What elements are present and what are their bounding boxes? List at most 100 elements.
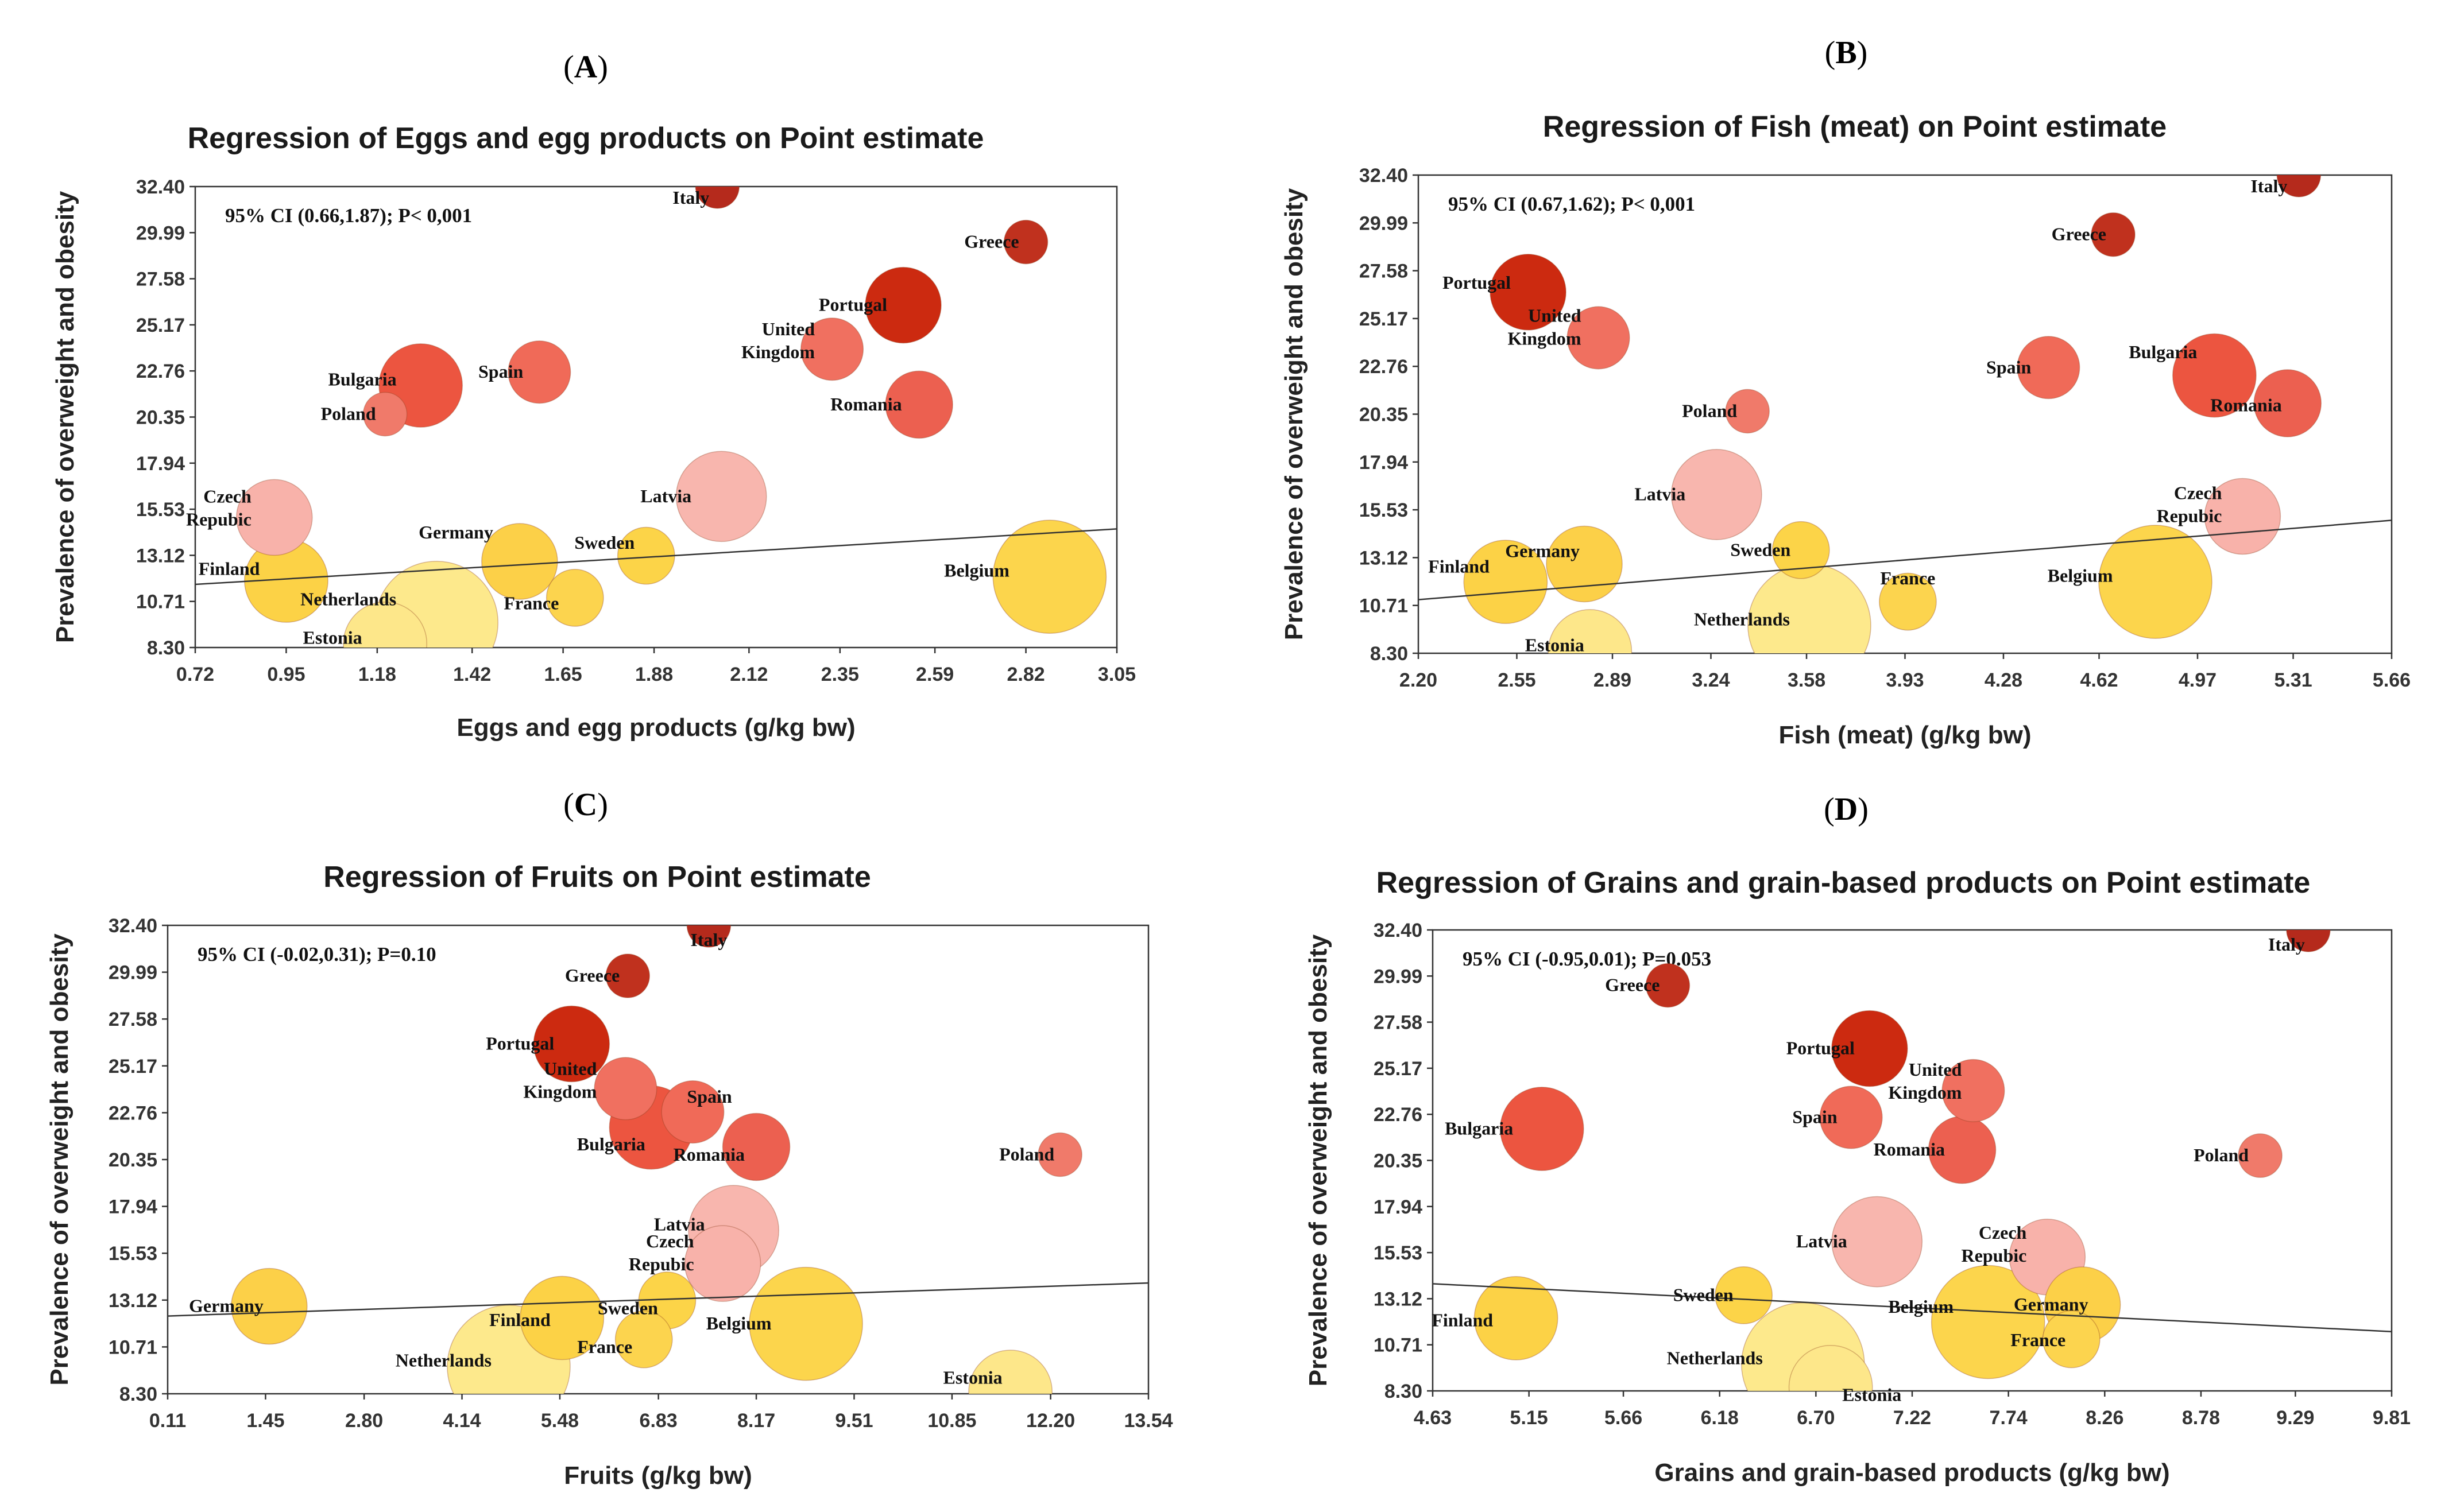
point-label: United Kingdom — [523, 1058, 597, 1102]
x-tick-label: 5.31 — [2274, 669, 2312, 691]
bubble-latvia — [1831, 1196, 1923, 1288]
point-label: Sweden — [574, 532, 635, 553]
point-label: Latvia — [1796, 1231, 1847, 1251]
panel-letter: (A) — [563, 49, 608, 85]
point-label: Germany — [189, 1296, 264, 1316]
y-tick-label: 22.76 — [1374, 1104, 1422, 1126]
x-tick-label: 2.89 — [1593, 669, 1631, 691]
bubble-estonia — [343, 601, 427, 648]
y-tick-label: 10.71 — [1359, 595, 1408, 617]
point-label: Bulgaria — [328, 369, 397, 390]
x-tick-label: 6.83 — [640, 1410, 678, 1432]
point-label: Finland — [1428, 556, 1490, 577]
x-tick-label: 1.42 — [453, 664, 491, 685]
point-label: Belgium — [2048, 565, 2113, 586]
bubble-latvia — [675, 451, 767, 542]
point-label: Czech Repubic — [1962, 1222, 2027, 1266]
y-axis-label: Prevalence of overweight and obesity — [1280, 188, 1308, 640]
x-tick-label: 4.28 — [1985, 669, 2022, 691]
point-label: Portugal — [1786, 1038, 1855, 1059]
point-label: Estonia — [943, 1367, 1002, 1388]
point-label: France — [2010, 1329, 2065, 1350]
x-tick-label: 10.85 — [927, 1410, 976, 1432]
y-tick-label: 27.58 — [109, 1009, 157, 1030]
point-label: Poland — [1682, 400, 1737, 421]
x-tick-label: 3.93 — [1886, 669, 1924, 691]
point-label: Czech Repubic — [2157, 483, 2222, 526]
x-axis-label: Eggs and egg products (g/kg bw) — [457, 714, 855, 742]
x-tick-label: 3.58 — [1788, 669, 1825, 691]
point-label: Sweden — [598, 1297, 658, 1318]
point-label: Belgium — [1888, 1296, 1954, 1317]
y-tick-label: 27.58 — [136, 269, 185, 290]
x-tick-label: 0.72 — [176, 664, 214, 685]
x-axis-label: Grains and grain-based products (g/kg bw… — [1654, 1459, 2169, 1487]
bubble-sweden — [1715, 1266, 1773, 1324]
y-tick-label: 17.94 — [109, 1196, 157, 1218]
bubble-belgium — [2098, 525, 2212, 639]
bubble-spain — [661, 1080, 725, 1144]
x-tick-label: 7.22 — [1893, 1407, 1931, 1429]
x-tick-label: 12.20 — [1026, 1410, 1075, 1432]
x-tick-label: 2.20 — [1399, 669, 1437, 691]
bubble-estonia — [968, 1350, 1053, 1394]
x-tick-label: 2.55 — [1498, 669, 1535, 691]
bubble-portugal — [865, 266, 942, 344]
bubble-bulgaria — [1499, 1087, 1584, 1171]
point-label: Spain — [1986, 356, 2031, 377]
chart-title: Regression of Eggs and egg products on P… — [188, 122, 984, 155]
point-label: Estonia — [1525, 635, 1584, 656]
point-label: Greece — [964, 231, 1019, 252]
bubble-greece — [1003, 219, 1049, 265]
y-tick-label: 10.71 — [136, 591, 185, 613]
y-tick-label: 27.58 — [1374, 1012, 1422, 1034]
panel-letter: (C) — [563, 787, 608, 823]
point-label: Netherlands — [396, 1350, 492, 1371]
point-label: United Kingdom — [741, 319, 815, 362]
bubble-greece — [1645, 963, 1691, 1008]
x-tick-label: 1.65 — [544, 664, 582, 685]
x-tick-label: 8.78 — [2182, 1407, 2220, 1429]
point-label: Greece — [1605, 975, 1660, 995]
bubble-spain — [1819, 1086, 1883, 1149]
point-label: Italy — [2250, 176, 2287, 196]
chart-title: Regression of Grains and grain-based pro… — [1376, 866, 2311, 900]
point-label: Romania — [1874, 1139, 1945, 1160]
y-tick-label: 20.35 — [1374, 1150, 1422, 1172]
y-tick-label: 8.30 — [119, 1383, 157, 1405]
point-label: Spain — [478, 361, 523, 382]
bubble-poland — [2238, 1133, 2283, 1178]
y-tick-label: 10.71 — [109, 1336, 157, 1358]
bubble-portugal — [1831, 1010, 1908, 1087]
bubble-poland — [362, 391, 408, 437]
chart-panel-a: (A) Regression of Eggs and egg products o… — [51, 49, 1136, 742]
point-label: Belgium — [706, 1313, 772, 1333]
point-label: Portugal — [819, 294, 887, 315]
ci-annotation: 95% CI (0.67,1.62); P< 0,001 — [1448, 193, 1695, 215]
point-label: Greece — [565, 965, 620, 986]
y-tick-label: 13.12 — [109, 1290, 157, 1312]
bubble-spain — [2017, 336, 2080, 400]
bubble-romania — [722, 1112, 791, 1181]
point-label: Netherlands — [300, 589, 396, 610]
point-label: France — [504, 592, 559, 613]
bubbles — [236, 187, 1107, 648]
y-axis-label: Prevalence of overweight and obesity — [45, 933, 74, 1386]
point-label: Spain — [1792, 1107, 1837, 1127]
bubble-belgium — [992, 520, 1107, 634]
x-tick-label: 8.26 — [2086, 1407, 2123, 1429]
bubble-italy — [2286, 930, 2331, 952]
x-tick-label: 6.70 — [1797, 1407, 1835, 1429]
x-axis-label: Fruits (g/kg bw) — [564, 1462, 752, 1490]
y-tick-label: 22.76 — [1359, 356, 1408, 378]
bubble-czech-republic — [236, 479, 313, 556]
point-label: Romania — [674, 1144, 745, 1165]
bubble-france — [546, 569, 604, 627]
bubble-finland — [1463, 540, 1548, 624]
point-label: France — [577, 1336, 632, 1357]
x-tick-label: 7.74 — [1990, 1407, 2028, 1429]
bubble-estonia — [1548, 609, 1633, 653]
point-label: Spain — [687, 1086, 732, 1107]
x-tick-label: 8.17 — [737, 1410, 775, 1432]
bubble-romania — [2253, 369, 2322, 437]
